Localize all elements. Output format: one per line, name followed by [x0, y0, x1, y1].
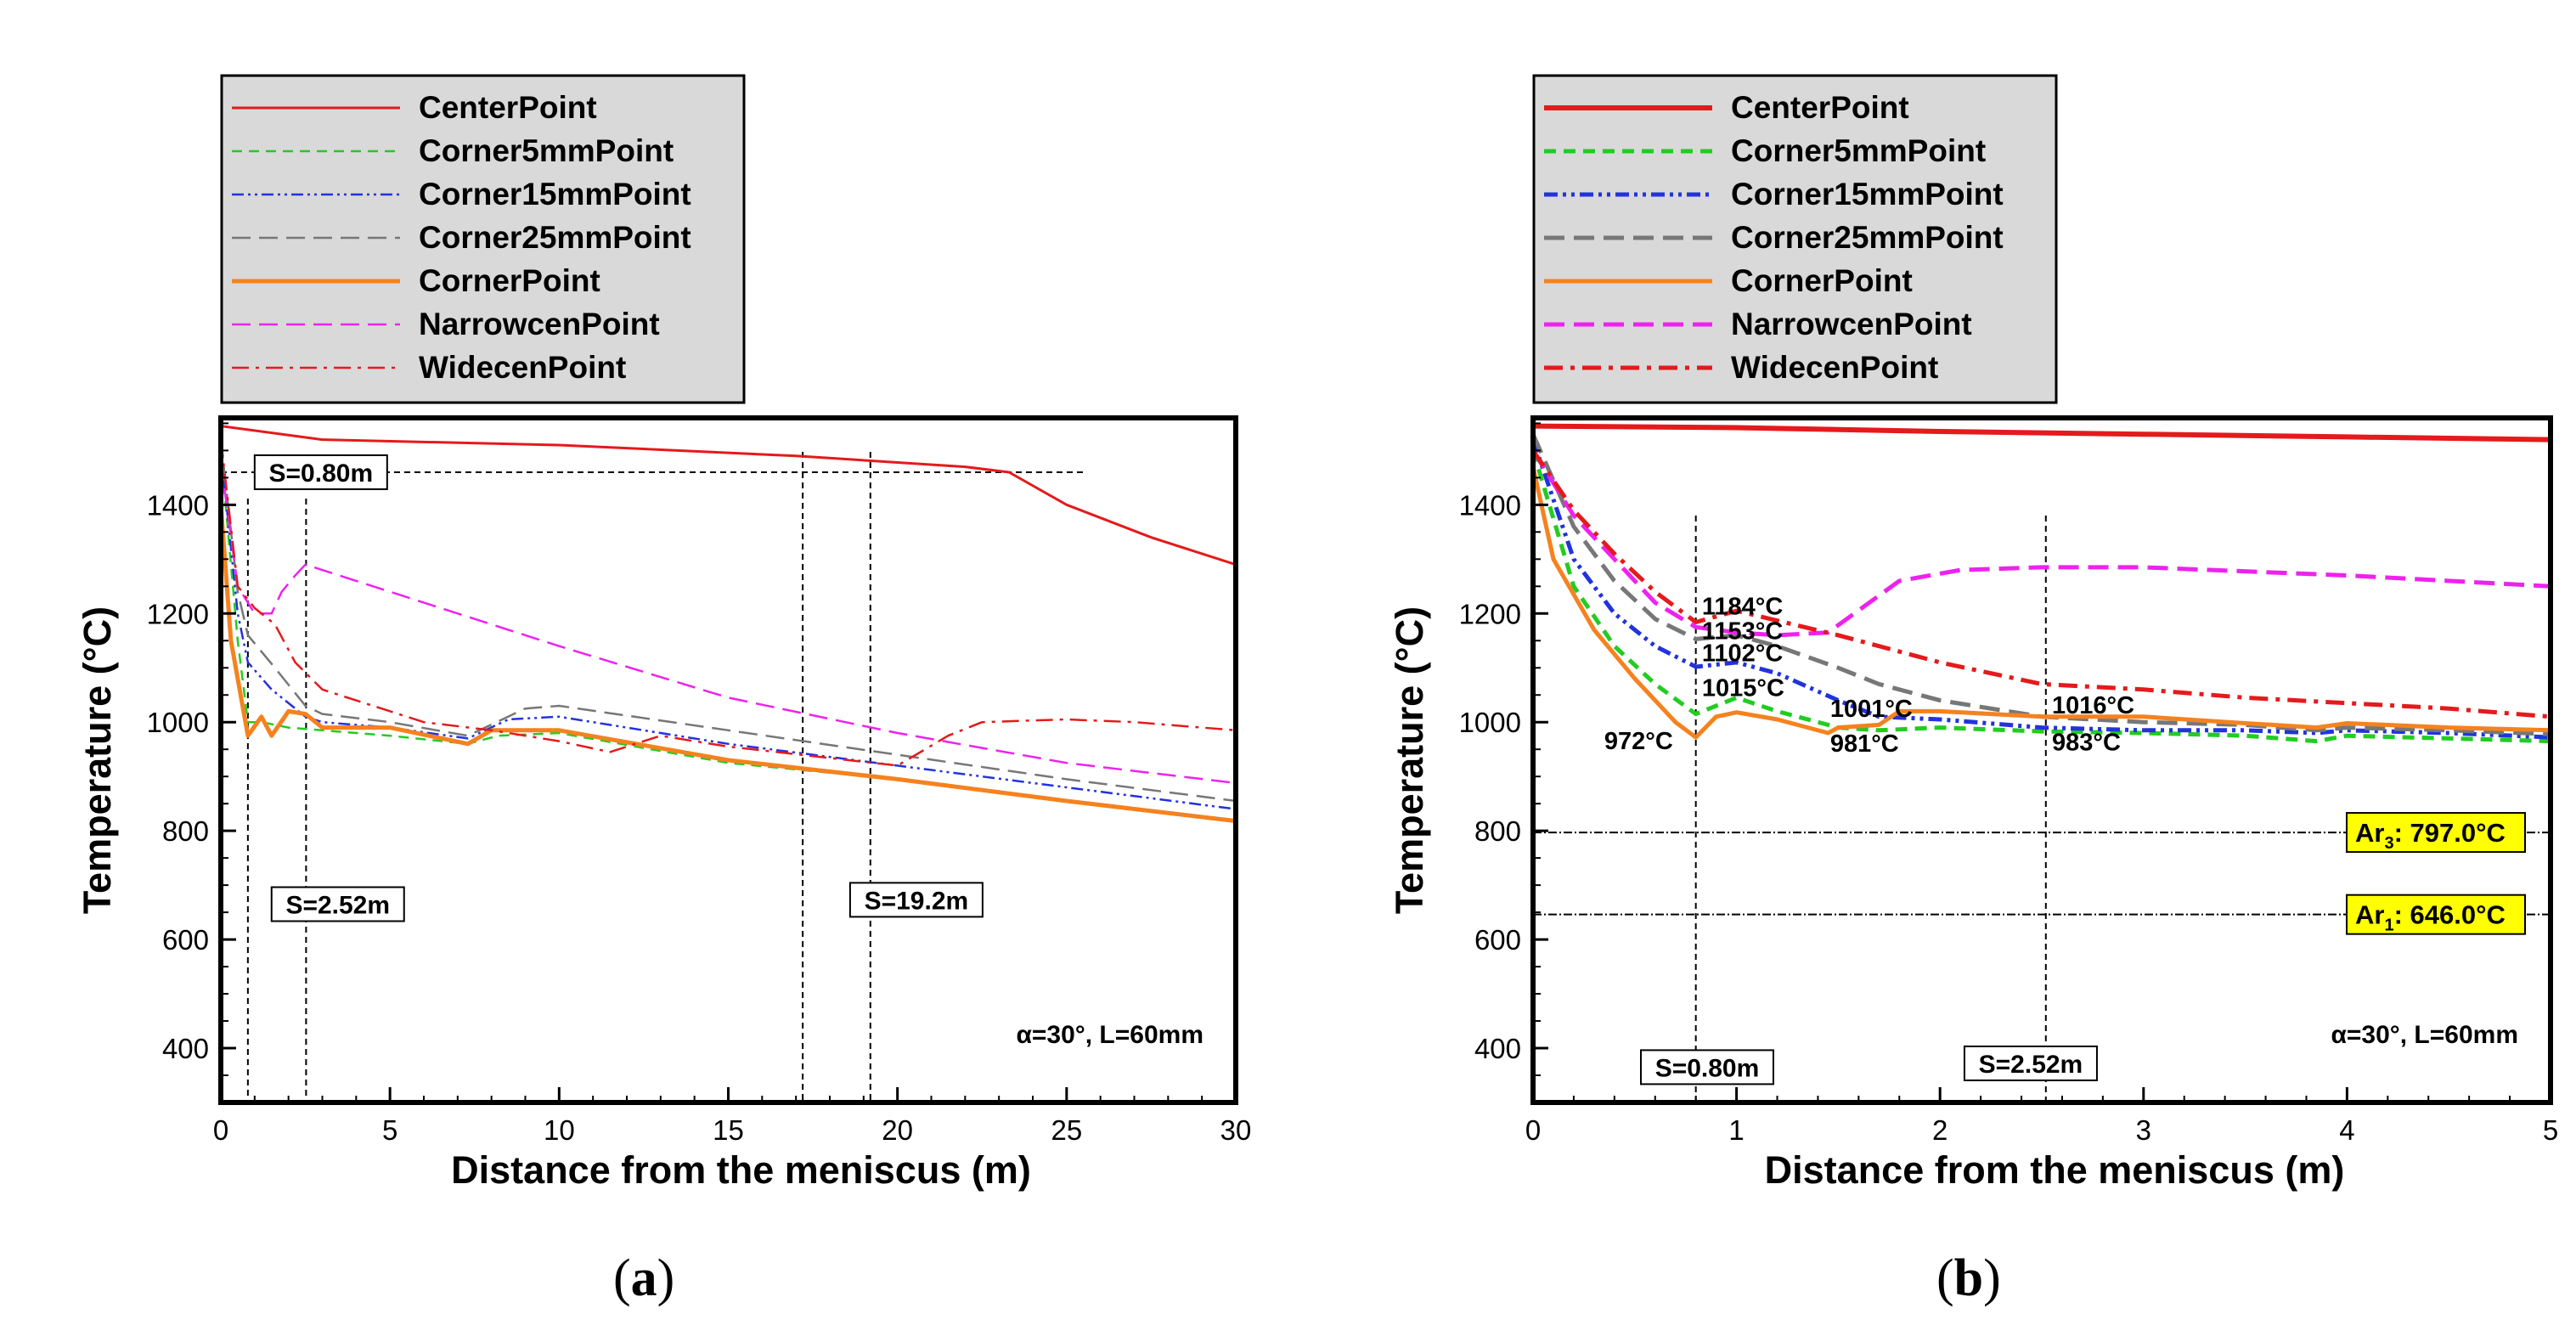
value-annotation: 1102°C — [1702, 640, 1784, 668]
ar-label-value: : 797.0°C — [2394, 818, 2506, 848]
legend-box — [220, 74, 746, 404]
series-line-widecenpoint — [1533, 448, 2551, 719]
x-tick-label: 15 — [713, 1114, 744, 1146]
legend-label-cornerpoint: CornerPoint — [1731, 263, 1913, 298]
section-label-text: S=0.80m — [1655, 1054, 1760, 1082]
x-tick-label: 0 — [213, 1114, 228, 1146]
x-axis-title: Distance from the meniscus (m) — [451, 1148, 1031, 1192]
value-annotation: 972°C — [1604, 728, 1673, 755]
series-line-corner25mmpoint — [1533, 433, 2551, 736]
ar-label-main: Ar — [2355, 818, 2384, 848]
section-label-box — [253, 454, 388, 490]
value-annotation: 1001°C — [1830, 696, 1913, 723]
series-line-centerpoint — [221, 425, 1236, 567]
legend-label-centerpoint: CenterPoint — [1731, 90, 1909, 125]
series-line-narrowcenpoint — [221, 461, 1236, 785]
series-line-cornerpoint — [1533, 466, 2551, 740]
plot-area — [1533, 423, 2551, 1102]
y-axis-title: Temperature (°C) — [76, 606, 119, 914]
legend-label-corner15mmpoint: Corner15mmPoint — [419, 177, 691, 211]
series-line-corner15mmpoint — [221, 450, 1236, 810]
x-tick-label: 5 — [2543, 1114, 2558, 1146]
ar-label-box — [2346, 812, 2526, 854]
y-tick-label: 1400 — [1459, 489, 1521, 521]
section-label-text: S=0.80m — [269, 460, 374, 488]
series-line-widecenpoint — [221, 439, 1236, 767]
plot-frame — [1530, 415, 2553, 1105]
legend-label-corner5mmpoint: Corner5mmPoint — [1731, 133, 1986, 168]
x-tick-label: 3 — [2136, 1114, 2151, 1146]
legend-label-narrowcenpoint: NarrowcenPoint — [419, 307, 660, 341]
y-tick-label: 400 — [1474, 1033, 1521, 1064]
ar-label-text: Ar1: 646.0°C — [2355, 900, 2506, 935]
legend-label-corner15mmpoint: Corner15mmPoint — [1731, 177, 2004, 211]
x-tick-label: 1 — [1728, 1114, 1744, 1146]
section-label-text: S=2.52m — [285, 892, 390, 920]
legend-label-cornerpoint: CornerPoint — [419, 263, 600, 298]
value-annotation: 1015°C — [1702, 675, 1784, 702]
y-tick-label: 1200 — [147, 598, 209, 629]
x-axis-title: Distance from the meniscus (m) — [1765, 1148, 2345, 1192]
x-tick-label: 0 — [1525, 1114, 1541, 1146]
y-tick-label: 1200 — [1459, 598, 1521, 629]
section-label-box — [848, 882, 984, 918]
panel-b: 0 1 2 3 4 5 400 600 800 1000 1200 1400 Distance from… — [1388, 74, 2558, 1192]
section-label-box — [1639, 1049, 1774, 1085]
y-tick-label: 600 — [162, 924, 209, 956]
series-line-corner25mmpoint — [221, 439, 1236, 803]
x-tick-label: 30 — [1220, 1114, 1252, 1146]
value-annotation: 981°C — [1830, 730, 1899, 758]
section-label-text: S=19.2m — [865, 887, 969, 915]
ar-label-subscript: 3 — [2384, 834, 2393, 853]
x-tick-label: 25 — [1051, 1114, 1082, 1146]
section-label-box — [1963, 1045, 2098, 1081]
series-line-centerpoint — [1533, 423, 2551, 443]
y-tick-label: 1000 — [1459, 707, 1521, 738]
plot-area — [221, 425, 1236, 1102]
legend-label-corner25mmpoint: Corner25mmPoint — [1731, 220, 2004, 255]
x-tick-label: 2 — [1932, 1114, 1948, 1146]
legend-label-narrowcenpoint: NarrowcenPoint — [1731, 307, 1972, 341]
x-tick-label: 20 — [882, 1114, 913, 1146]
chart-note: α=30°, L=60mm — [2331, 1021, 2518, 1049]
chart-note: α=30°, L=60mm — [1016, 1021, 1203, 1049]
legend-label-corner25mmpoint: Corner25mmPoint — [419, 220, 691, 255]
series-line-corner15mmpoint — [1533, 438, 2551, 740]
ar-label-main: Ar — [2355, 900, 2384, 930]
series-line-corner5mmpoint — [221, 450, 1236, 821]
y-tick-label: 1400 — [147, 489, 209, 521]
value-annotation: 983°C — [2052, 729, 2121, 756]
series-line-narrowcenpoint — [1533, 449, 2551, 638]
x-tick-label: 10 — [544, 1114, 575, 1146]
x-tick-label: 4 — [2339, 1114, 2354, 1146]
ar-label-box — [2346, 894, 2526, 935]
series-line-cornerpoint — [221, 505, 1236, 824]
value-annotation: 1016°C — [2052, 692, 2134, 719]
y-tick-label: 800 — [162, 815, 209, 847]
y-tick-label: 1000 — [147, 707, 209, 738]
legend-label-widecenpoint: WidecenPoint — [1731, 350, 1938, 385]
y-tick-label: 800 — [1474, 815, 1521, 847]
section-label-box — [270, 886, 405, 922]
caption-b: (b) — [1936, 1249, 2001, 1307]
series-line-corner5mmpoint — [1533, 449, 2551, 744]
panel-a: 0 5 10 15 20 25 30 400 600 800 1000 1200 1400 Distanc… — [76, 74, 1252, 1192]
ar-label-text: Ar3: 797.0°C — [2355, 818, 2506, 853]
value-annotation: 1184°C — [1702, 594, 1784, 621]
legend-label-centerpoint: CenterPoint — [419, 90, 597, 125]
ar-label-subscript: 1 — [2384, 916, 2393, 935]
value-annotation: 1153°C — [1702, 617, 1784, 645]
y-axis-title: Temperature (°C) — [1388, 606, 1431, 914]
legend-label-widecenpoint: WidecenPoint — [419, 350, 626, 385]
ar-label-value: : 646.0°C — [2394, 900, 2506, 930]
legend-label-corner5mmpoint: Corner5mmPoint — [419, 133, 674, 168]
y-tick-label: 400 — [162, 1033, 209, 1064]
section-label-text: S=2.52m — [1979, 1051, 2083, 1079]
x-tick-label: 5 — [382, 1114, 397, 1146]
y-tick-label: 600 — [1474, 924, 1521, 956]
caption-a-label: a — [630, 1249, 657, 1307]
caption-b-label: b — [1953, 1249, 1984, 1307]
caption-a: (a) — [613, 1249, 675, 1307]
